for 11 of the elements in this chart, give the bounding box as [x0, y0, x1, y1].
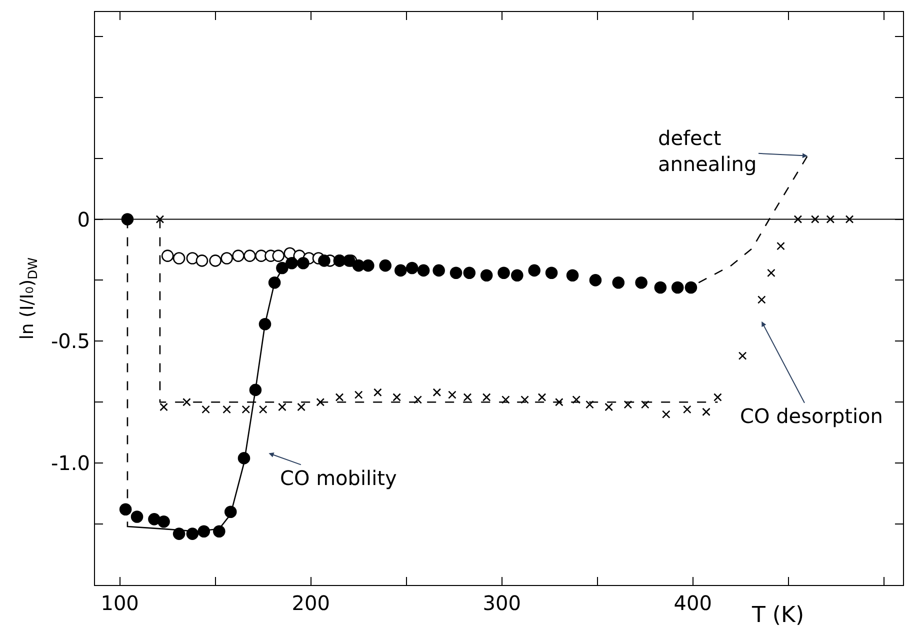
x-tick-label: 300 — [482, 591, 521, 615]
x-tick-label: 100 — [100, 591, 139, 615]
y-tick-label: 0 — [77, 207, 90, 232]
y-tick-label: -1.0 — [50, 451, 90, 476]
annotation: defect annealing — [658, 126, 757, 176]
x-tick-label: 400 — [674, 591, 712, 615]
x-tick-label: 200 — [292, 591, 330, 615]
y-tick-label: -0.5 — [50, 329, 90, 354]
annotation: CO mobility — [280, 466, 397, 490]
x-axis-title: T (K) — [751, 603, 804, 628]
annotation: CO desorption — [740, 404, 883, 428]
